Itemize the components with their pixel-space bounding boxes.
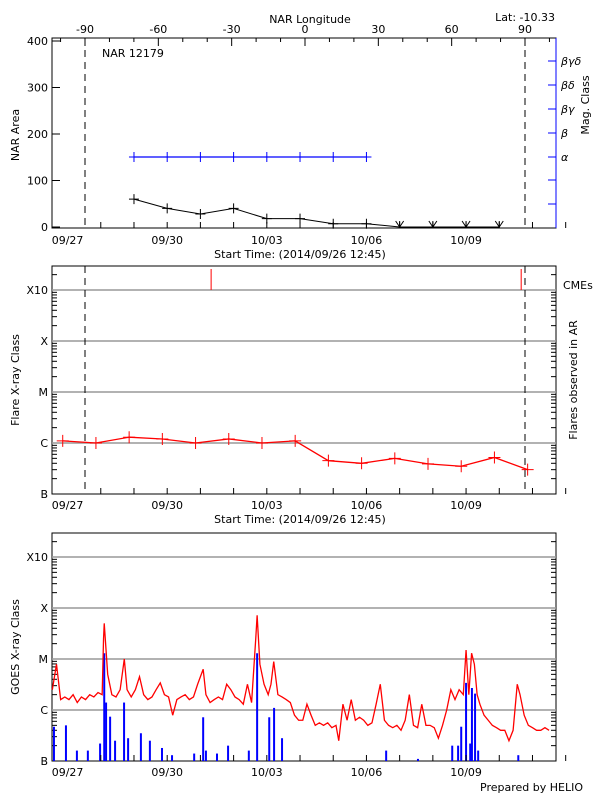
- mag-class-tick-label: βγ: [560, 103, 575, 116]
- flare-point: [89, 437, 102, 449]
- x-tick-label: 09/30: [151, 234, 183, 247]
- y-tick-label: X: [40, 335, 48, 348]
- x-tick-label: 09/27: [52, 499, 84, 512]
- top-tick-label: -90: [76, 23, 94, 36]
- y-tick-label: M: [39, 653, 49, 666]
- mag-class-point: [261, 152, 272, 162]
- x-tick-label: 10/09: [450, 234, 482, 247]
- y-tick-label: M: [39, 386, 49, 399]
- flare-point: [289, 434, 302, 447]
- area-line: [133, 198, 500, 228]
- y-tick-label: C: [40, 437, 48, 450]
- mag-class-point: [128, 152, 139, 162]
- mag-class-tick-label: β: [560, 127, 568, 140]
- x-tick-label: 10/03: [251, 766, 283, 779]
- y-tick-label: B: [40, 755, 48, 768]
- top-tick-label: 30: [371, 23, 385, 36]
- x-tick-label: 10/03: [251, 234, 283, 247]
- time-axis: [100, 222, 567, 228]
- x-tick-label: 09/27: [52, 766, 84, 779]
- goes-long-line: [51, 615, 550, 743]
- flare-point: [255, 437, 268, 449]
- top-axis-title: NAR Longitude: [269, 13, 351, 26]
- mag-class-tick-label: α: [561, 151, 569, 164]
- x-axis-title: Start Time: (2014/09/26 12:45): [214, 248, 386, 261]
- x-tick-label: 09/27: [52, 234, 84, 247]
- mag-class-point: [295, 152, 306, 162]
- mag-class-tick-label: βδ: [560, 79, 575, 92]
- region-label: NAR 12179: [102, 47, 164, 60]
- flare-point: [355, 457, 368, 470]
- flare-point: [56, 434, 69, 447]
- flare-point: [222, 432, 235, 445]
- area-point: [295, 213, 306, 224]
- x-tick-label: 10/06: [351, 766, 383, 779]
- flare-point: [422, 457, 435, 470]
- flare-point: [189, 437, 202, 449]
- y-tick-label: 100: [27, 175, 48, 188]
- y-axis-title: Flare X-ray Class: [9, 334, 22, 426]
- flare-point: [388, 452, 401, 465]
- y-axis-title: GOES X-ray Class: [9, 599, 22, 695]
- prepared-by-label: Prepared by HELIO: [480, 781, 583, 794]
- x-tick-label: 10/03: [251, 499, 283, 512]
- mag-class-point: [328, 152, 339, 162]
- mag-class-point: [195, 152, 206, 162]
- area-point: [261, 213, 272, 224]
- x-tick-label: 10/06: [351, 499, 383, 512]
- top-tick-label: 0: [302, 23, 309, 36]
- area-point: [128, 194, 139, 205]
- mag-class-point: [162, 152, 173, 162]
- mag-class-point: [361, 152, 372, 162]
- x-tick-label: 09/30: [151, 766, 183, 779]
- x-tick-label: 10/09: [450, 499, 482, 512]
- y-tick-label: 0: [41, 221, 48, 234]
- area-point: [162, 203, 173, 214]
- mag-class-point: [228, 152, 239, 162]
- y-tick-label: 200: [27, 128, 48, 141]
- y-tick-label: 300: [27, 82, 48, 95]
- y-tick-label: C: [40, 704, 48, 717]
- x-tick-label: 10/09: [450, 766, 482, 779]
- y-tick-label: X10: [26, 551, 48, 564]
- lat-label: Lat: -10.33: [495, 11, 555, 24]
- flare-point: [521, 463, 534, 476]
- flare-point: [123, 431, 136, 444]
- flare-panel-frame: [51, 265, 557, 495]
- right-axis-title: Flares observed in AR: [567, 320, 580, 440]
- x-axis-title: Start Time: (2014/09/26 12:45): [214, 513, 386, 526]
- mag-class-tick-label: βγδ: [560, 55, 582, 68]
- y-axis-title: NAR Area: [9, 109, 22, 161]
- y-tick-label: B: [40, 488, 48, 501]
- time-axis: [100, 755, 567, 761]
- flare-point: [156, 432, 169, 445]
- goes-panel-frame: [51, 532, 557, 762]
- top-tick-label: 60: [445, 23, 459, 36]
- right-axis-title: Mag. Class: [579, 75, 592, 134]
- top-tick-label: -60: [149, 23, 167, 36]
- area-panel-frame: [51, 37, 557, 229]
- flare-point: [488, 451, 501, 464]
- y-tick-label: X: [40, 602, 48, 615]
- y-tick-label: X10: [26, 284, 48, 297]
- top-tick-label: 90: [518, 23, 532, 36]
- cme-label: CMEs: [563, 279, 593, 292]
- time-axis: [100, 488, 567, 494]
- y-tick-label: 400: [27, 35, 48, 48]
- flare-point: [455, 460, 468, 473]
- x-tick-label: 09/30: [151, 499, 183, 512]
- area-point: [195, 208, 206, 219]
- top-tick-label: -30: [223, 23, 241, 36]
- flare-point: [322, 454, 335, 467]
- area-point: [228, 203, 239, 214]
- x-tick-label: 10/06: [351, 234, 383, 247]
